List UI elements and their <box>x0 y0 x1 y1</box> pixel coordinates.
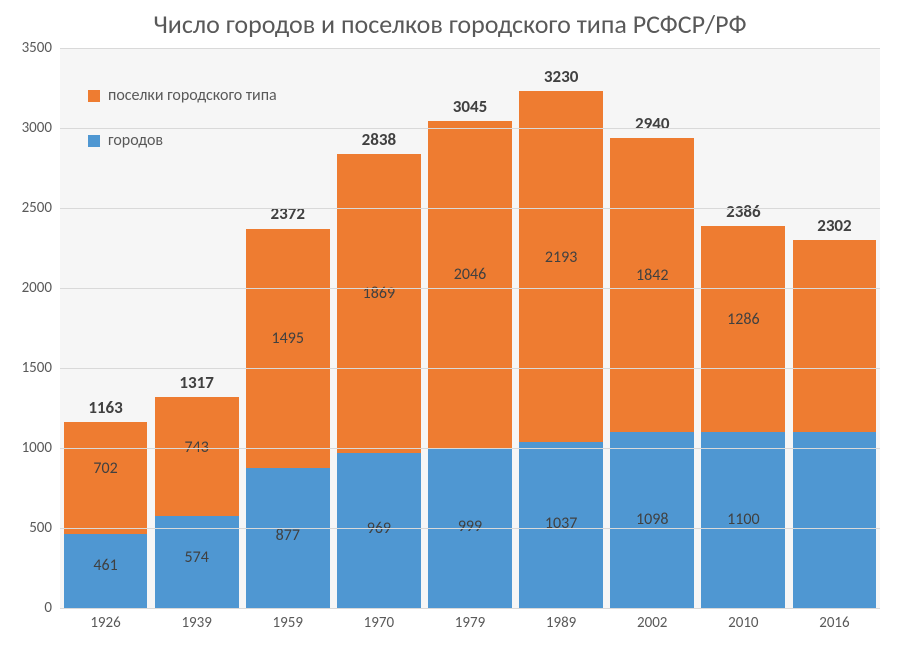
value-label-towns: 2046 <box>428 265 512 284</box>
x-tick-label: 1926 <box>64 614 148 632</box>
y-tick-label: 1500 <box>22 359 52 377</box>
total-label: 2386 <box>701 201 785 222</box>
y-tick-label: 3000 <box>22 119 52 137</box>
legend-swatch-towns <box>88 90 100 102</box>
bar-segment-towns <box>428 121 512 448</box>
total-label: 2940 <box>610 113 694 134</box>
value-label-cities: 574 <box>155 548 239 567</box>
total-label: 2372 <box>246 203 330 224</box>
chart-root: Число городов и поселков городского типа… <box>0 0 900 652</box>
bar-segment-towns <box>701 226 785 432</box>
value-label-towns: 1495 <box>246 329 330 348</box>
total-label: 1317 <box>155 372 239 393</box>
x-tick-label: 1970 <box>337 614 421 632</box>
bar-segment-towns <box>64 422 148 534</box>
gridline <box>60 288 880 289</box>
bar-group: 969186928381970 <box>337 48 421 608</box>
x-tick-label: 1979 <box>428 614 512 632</box>
x-tick-label: 1939 <box>155 614 239 632</box>
bar-group: 23022016 <box>793 48 877 608</box>
value-label-towns: 1286 <box>701 310 785 329</box>
bar-segment-towns <box>246 229 330 468</box>
bar-segment-towns <box>155 397 239 516</box>
y-tick-label: 3500 <box>22 39 52 57</box>
total-label: 3230 <box>519 66 603 87</box>
total-label: 2838 <box>337 129 421 150</box>
value-label-cities: 461 <box>64 556 148 575</box>
bar-segment-towns <box>519 91 603 442</box>
legend-item-cities: городов <box>88 131 277 150</box>
y-tick-label: 2500 <box>22 199 52 217</box>
value-label-cities: 999 <box>428 517 512 536</box>
gridline <box>60 368 880 369</box>
y-tick-label: 2000 <box>22 279 52 297</box>
x-tick-label: 2010 <box>701 614 785 632</box>
bar-segment-towns <box>610 138 694 433</box>
bar-group: 1037219332301989 <box>519 48 603 608</box>
gridline <box>60 48 880 49</box>
x-tick-label: 1989 <box>519 614 603 632</box>
total-label: 2302 <box>793 215 877 236</box>
value-label-towns: 2193 <box>519 248 603 267</box>
y-tick-label: 500 <box>29 519 52 537</box>
legend-swatch-cities <box>88 135 100 147</box>
gridline <box>60 208 880 209</box>
bar-group: 1098184229402002 <box>610 48 694 608</box>
value-label-cities: 1098 <box>610 510 694 529</box>
bar-segment-towns <box>337 154 421 453</box>
legend-item-towns: поселки городского типа <box>88 86 277 105</box>
x-tick-label: 1959 <box>246 614 330 632</box>
value-label-towns: 1842 <box>610 266 694 285</box>
value-label-towns: 702 <box>64 459 148 478</box>
y-tick-label: 1000 <box>22 439 52 457</box>
bar-group: 999204630451979 <box>428 48 512 608</box>
value-label-cities: 1037 <box>519 514 603 533</box>
y-tick-label: 0 <box>44 599 52 617</box>
bar-segment-cities <box>793 432 877 608</box>
gridline <box>60 448 880 449</box>
legend-label-towns: поселки городского типа <box>108 86 277 105</box>
legend-label-cities: городов <box>108 131 163 150</box>
gridline <box>60 528 880 529</box>
x-tick-label: 2016 <box>793 614 877 632</box>
bar-group: 1100128623862010 <box>701 48 785 608</box>
gridline <box>60 608 880 609</box>
value-label-cities: 1100 <box>701 510 785 529</box>
legend: поселки городского типа городов <box>88 86 277 176</box>
x-tick-label: 2002 <box>610 614 694 632</box>
total-label: 3045 <box>428 96 512 117</box>
chart-title: Число городов и поселков городского типа… <box>0 8 900 40</box>
bar-segment-towns <box>793 240 877 432</box>
total-label: 1163 <box>64 397 148 418</box>
